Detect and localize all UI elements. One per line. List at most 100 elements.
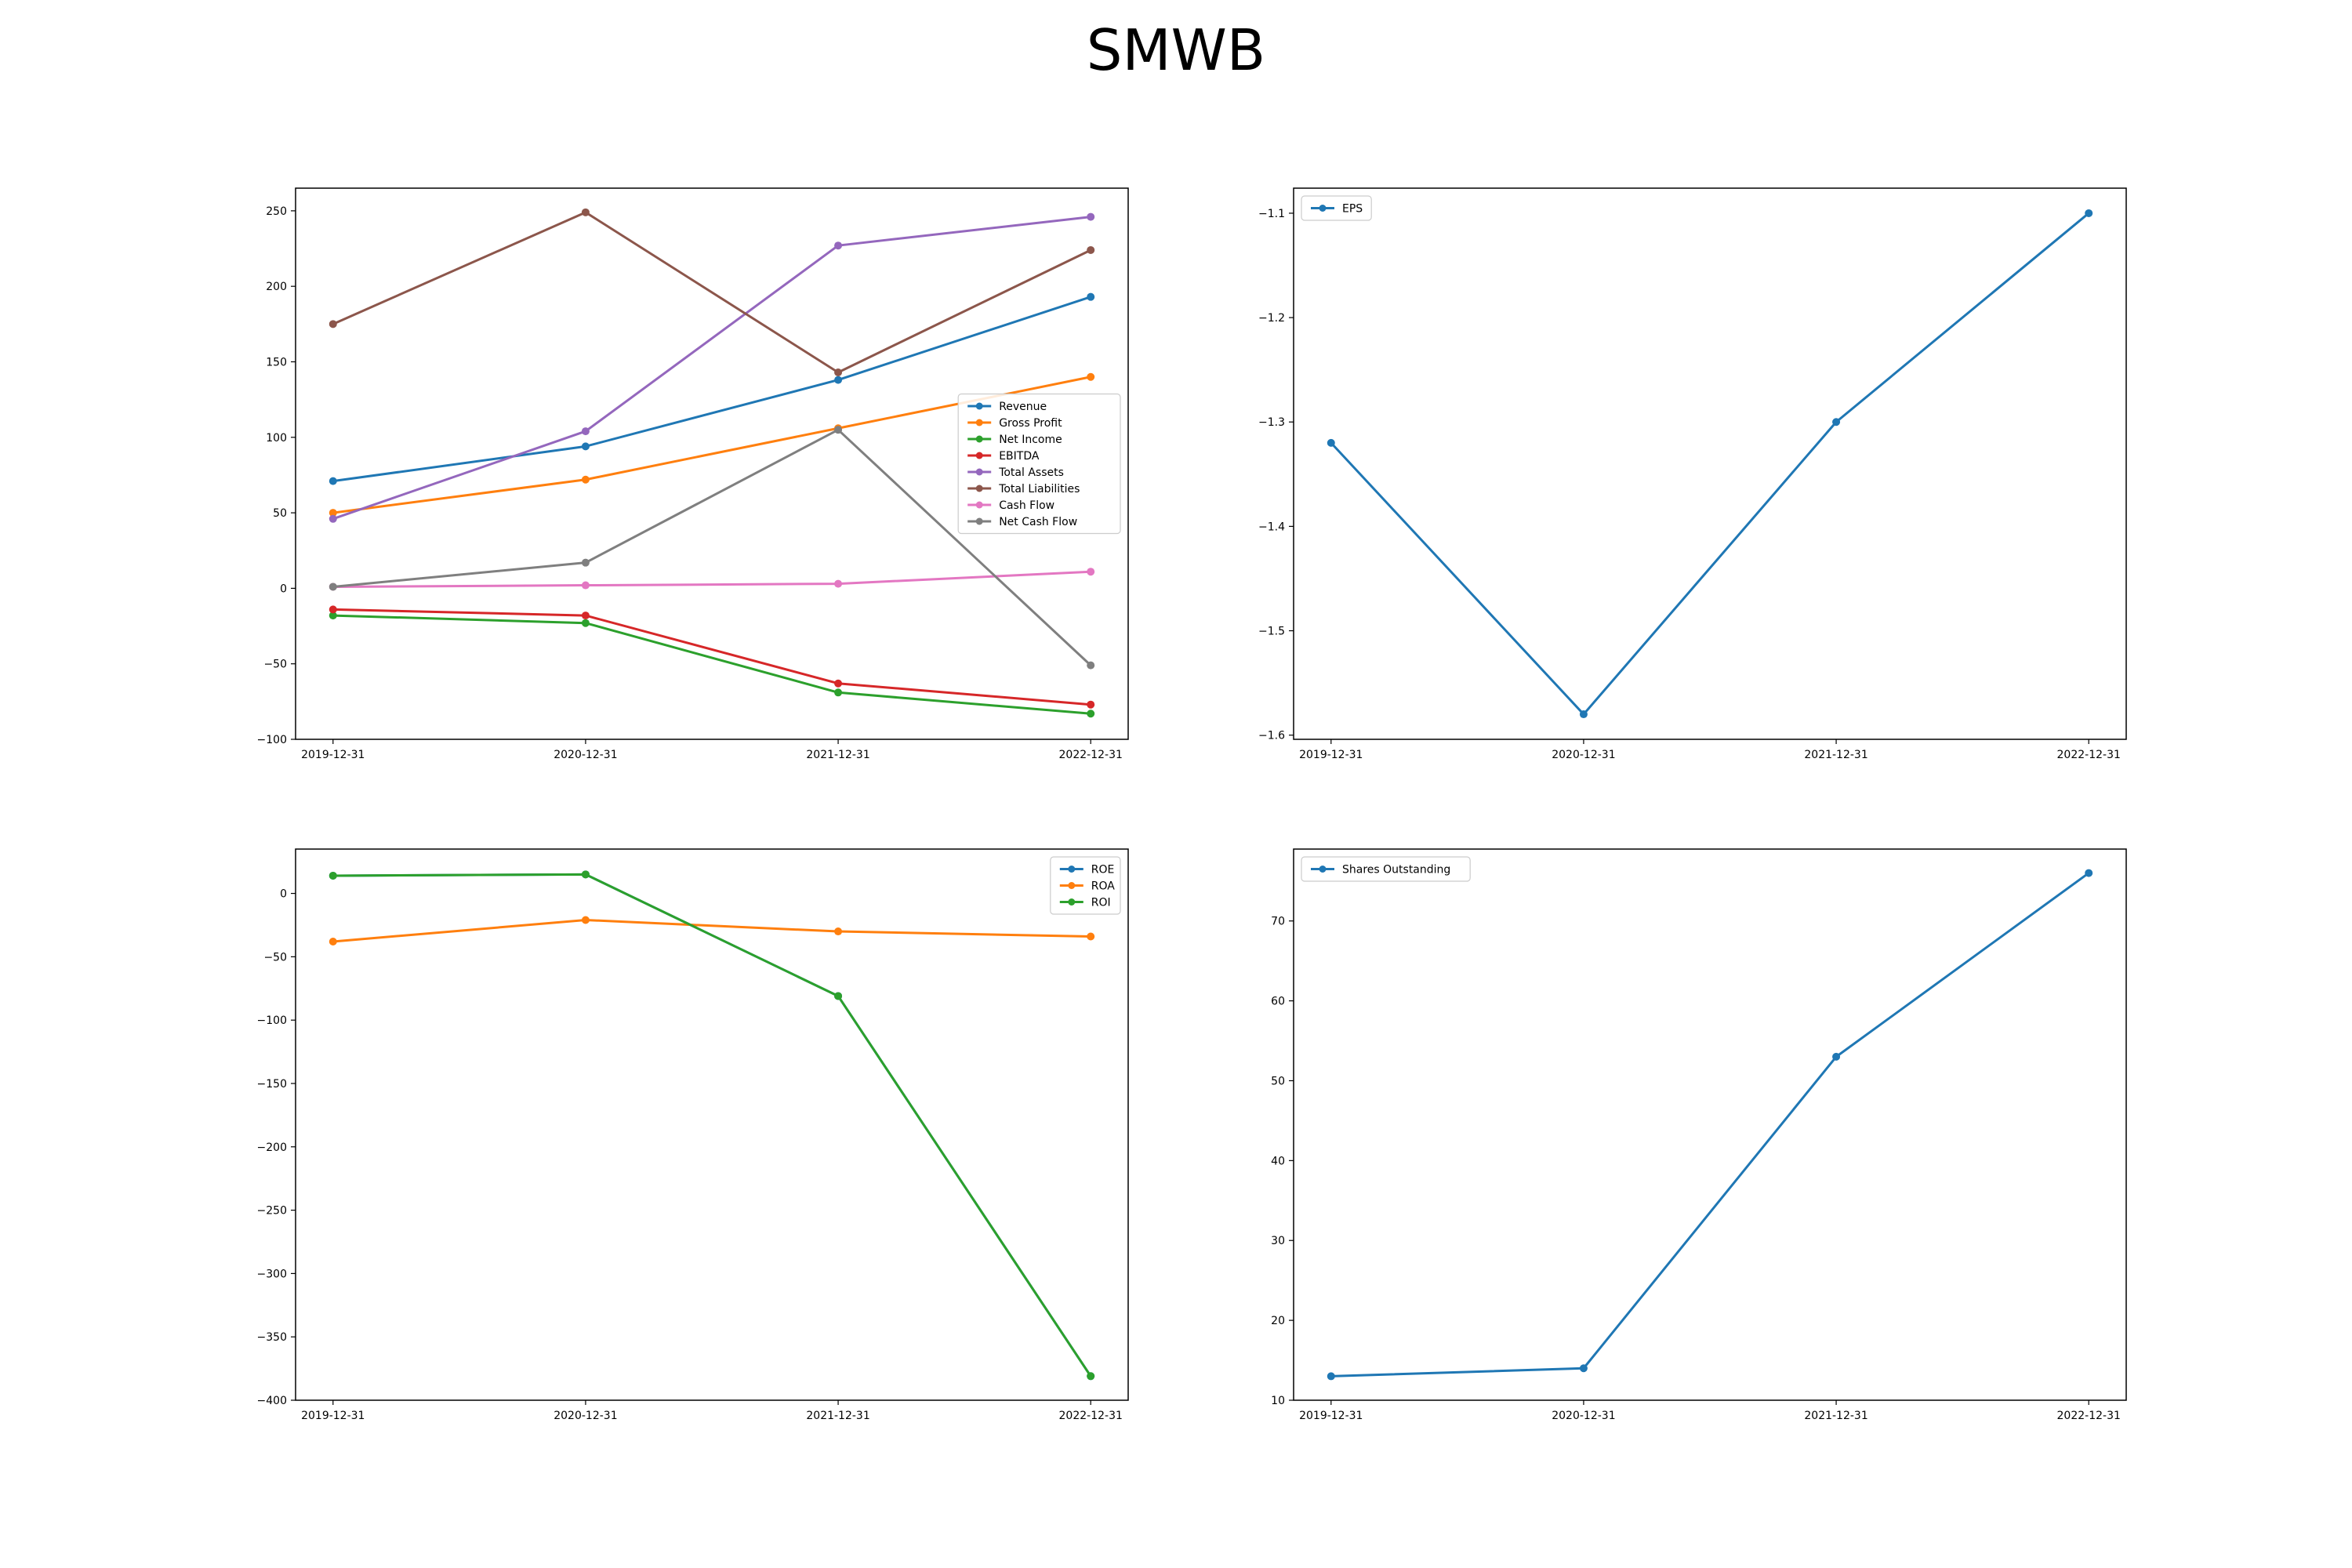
- data-point: [328, 871, 337, 880]
- data-point: [834, 688, 843, 697]
- data-point: [1087, 661, 1095, 670]
- legend-entry: ROI: [1091, 897, 1111, 909]
- data-point: [1327, 1372, 1335, 1381]
- legend-marker: [975, 402, 983, 410]
- data-point: [328, 605, 337, 614]
- x-tick-label: 2019-12-31: [301, 1410, 365, 1422]
- legend: ROE ROA ROI: [1050, 856, 1121, 915]
- x-tick-label: 2021-12-31: [1804, 749, 1867, 761]
- y-tick-label: 150: [266, 356, 287, 368]
- y-tick-label: −1.5: [1258, 626, 1285, 638]
- series-line-roi: [332, 873, 1092, 1377]
- data-point: [834, 241, 843, 250]
- data-point: [2085, 209, 2093, 217]
- legend-box: [957, 393, 1121, 535]
- data-point: [328, 583, 337, 591]
- legend-box: [1301, 856, 1471, 882]
- y-tick-label: −50: [263, 951, 287, 964]
- data-point: [328, 509, 337, 517]
- series-line-roe: [332, 873, 1092, 1377]
- y-tick-label: −400: [257, 1395, 287, 1407]
- data-point: [581, 619, 590, 627]
- data-point: [328, 612, 337, 620]
- data-point: [581, 475, 590, 484]
- series-line-shares-outstanding: [1330, 872, 2090, 1377]
- y-tick-label: 100: [266, 432, 287, 445]
- series-line-total-assets: [332, 216, 1091, 521]
- subplot-1: 2019-12-31 2020-12-31 2021-12-31 2022-12-31…: [257, 187, 1129, 761]
- data-point: [328, 514, 337, 523]
- series-line-ebitda: [332, 608, 1091, 706]
- x-tick-label: 2020-12-31: [1552, 1410, 1615, 1422]
- data-point: [1087, 700, 1095, 709]
- y-tick-label: −1.1: [1258, 208, 1285, 220]
- series-line-roa: [332, 919, 1091, 943]
- figure-title: SMWB: [1086, 17, 1266, 83]
- axes-frame: [295, 848, 1129, 1401]
- y-tick-label: 10: [1271, 1395, 1285, 1407]
- y-tick-label: −100: [257, 1014, 287, 1027]
- data-point: [1832, 418, 1841, 426]
- y-tick-label: 60: [1271, 996, 1285, 1008]
- data-point: [1579, 710, 1588, 719]
- x-tick-label: 2020-12-31: [554, 749, 617, 761]
- data-point: [581, 916, 590, 924]
- data-point: [1087, 568, 1095, 576]
- legend-entry: Revenue: [999, 401, 1047, 413]
- y-tick-label: −150: [257, 1078, 287, 1091]
- y-tick-label: −200: [257, 1142, 287, 1154]
- data-point: [1087, 292, 1095, 301]
- legend-marker: [1068, 866, 1076, 873]
- x-tick-label: 2021-12-31: [1804, 1410, 1867, 1422]
- legend-marker: [975, 452, 983, 459]
- legend-entry: Total Liabilities: [998, 483, 1080, 495]
- y-tick-label: −50: [263, 659, 287, 671]
- data-point: [834, 679, 843, 688]
- y-tick-label: −100: [257, 734, 287, 746]
- y-tick-label: −300: [257, 1268, 287, 1280]
- legend-marker: [1319, 866, 1327, 873]
- data-point: [1087, 932, 1095, 941]
- legend-entry: ROE: [1091, 864, 1115, 877]
- x-tick-label: 2020-12-31: [554, 1410, 617, 1422]
- data-point: [1087, 372, 1095, 381]
- x-tick-label: 2022-12-31: [1059, 749, 1123, 761]
- series-line-cash-flow: [332, 570, 1091, 588]
- y-tick-label: 0: [280, 888, 287, 901]
- axes-frame: [1293, 187, 2127, 740]
- legend-entry: Shares Outstanding: [1342, 864, 1450, 877]
- x-tick-label: 2019-12-31: [1299, 749, 1363, 761]
- y-tick-label: 40: [1271, 1155, 1285, 1167]
- legend-marker: [1068, 882, 1076, 889]
- legend-box: [1050, 856, 1121, 915]
- data-point: [1327, 438, 1335, 447]
- legend: EPS: [1301, 195, 1372, 221]
- legend-entry: EPS: [1342, 203, 1363, 216]
- series-line-total-liabilities: [332, 211, 1091, 374]
- data-point: [581, 581, 590, 590]
- legend: Revenue Gross Profit Net Income EBITDA Total…: [957, 393, 1121, 535]
- data-point: [1087, 245, 1095, 254]
- axes-frame: [295, 187, 1129, 740]
- axes-frame: [1293, 848, 2127, 1401]
- data-point: [2085, 869, 2093, 877]
- x-tick-label: 2020-12-31: [1552, 749, 1615, 761]
- data-point: [1579, 1364, 1588, 1373]
- data-point: [834, 579, 843, 588]
- data-point: [581, 442, 590, 451]
- y-tick-label: −250: [257, 1205, 287, 1218]
- subplot-3: 2019-12-31 2020-12-31 2021-12-31 2022-12-31…: [257, 848, 1129, 1422]
- x-tick-label: 2019-12-31: [1299, 1410, 1363, 1422]
- data-point: [834, 992, 843, 1000]
- series-line-eps: [1330, 212, 2090, 716]
- data-point: [834, 376, 843, 384]
- x-tick-label: 2021-12-31: [806, 1410, 869, 1422]
- series-line-revenue: [332, 296, 1091, 483]
- legend-entry: Net Income: [999, 434, 1062, 446]
- legend-entry: Gross Profit: [999, 417, 1062, 430]
- legend-entry: Total Assets: [998, 466, 1064, 479]
- data-point: [581, 427, 590, 436]
- series-line-net-cash-flow: [332, 428, 1092, 666]
- series-line-net-income: [332, 614, 1091, 715]
